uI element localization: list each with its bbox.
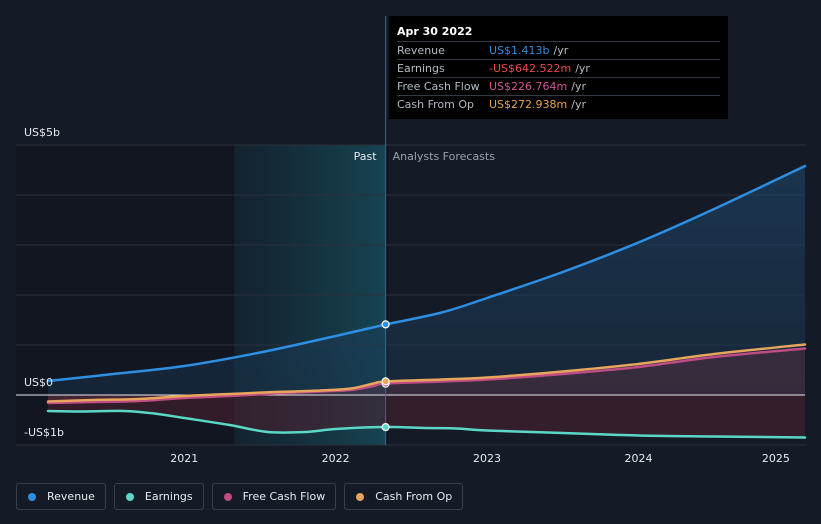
series-line-free-cash-flow xyxy=(46,347,807,405)
tooltip-label: Cash From Op xyxy=(397,98,475,111)
x-axis-label: 2022 xyxy=(322,452,350,465)
x-axis-label: 2023 xyxy=(473,452,501,465)
tooltip-unit: /yr xyxy=(571,98,586,111)
y-axis-label: -US$1b xyxy=(24,426,64,439)
tooltip-unit: /yr xyxy=(575,62,590,75)
legend-item-free-cash-flow[interactable]: Free Cash Flow xyxy=(211,483,337,510)
tooltip-row-earnings: Earnings -US$642.522m /yr xyxy=(397,59,720,77)
forecast-label: Analysts Forecasts xyxy=(393,150,496,163)
tooltip-label: Free Cash Flow xyxy=(397,80,480,93)
tooltip-value: US$226.764m xyxy=(489,80,568,93)
y-axis-label: US$0 xyxy=(24,376,53,389)
legend-item-cash-from-op[interactable]: Cash From Op xyxy=(344,483,464,510)
tooltip-date: Apr 30 2022 xyxy=(397,25,473,38)
tooltip-value: US$1.413b xyxy=(489,44,550,57)
legend-item-earnings[interactable]: Earnings xyxy=(113,483,204,510)
x-axis-label: 2025 xyxy=(762,452,790,465)
legend-label: Free Cash Flow xyxy=(242,490,326,503)
highlight-dot-cash-from-op xyxy=(381,377,390,386)
x-axis-label: 2024 xyxy=(624,452,652,465)
series-line-cash-from-op xyxy=(46,343,807,403)
tooltip-unit: /yr xyxy=(553,44,569,57)
legend-dot-icon xyxy=(223,492,232,501)
legend: Revenue Earnings Free Cash Flow Cash Fro… xyxy=(16,483,471,512)
tooltip-row-cash-from-op: Cash From Op US$272.938m /yr xyxy=(397,95,720,113)
y-axis-label: US$5b xyxy=(24,126,60,139)
highlight-dot-revenue xyxy=(381,320,390,329)
legend-label: Revenue xyxy=(47,490,95,503)
tooltip-unit: /yr xyxy=(571,80,586,93)
legend-label: Cash From Op xyxy=(375,490,453,503)
tooltip-row-free-cash-flow: Free Cash Flow US$226.764m /yr xyxy=(397,77,720,95)
legend-item-revenue[interactable]: Revenue xyxy=(16,483,106,510)
series-line-earnings xyxy=(46,409,807,439)
tooltip-row-revenue: Revenue US$1.413b /yr xyxy=(397,41,720,59)
legend-dot-icon xyxy=(356,492,365,501)
highlight-dot-earnings xyxy=(381,423,390,432)
cashflow-area xyxy=(48,348,805,403)
legend-dot-icon xyxy=(28,492,36,501)
tooltip-value: US$272.938m xyxy=(489,98,568,111)
tooltip-label: Revenue xyxy=(397,44,445,57)
x-axis-label: 2021 xyxy=(170,452,198,465)
tooltip-label: Earnings xyxy=(397,62,445,75)
revenue-area xyxy=(48,166,805,395)
past-label: Past xyxy=(354,150,378,163)
series-line-revenue xyxy=(46,164,807,383)
earnings-area xyxy=(48,395,805,438)
legend-dot-icon xyxy=(125,492,134,501)
legend-label: Earnings xyxy=(144,490,193,503)
tooltip-value: -US$642.522m xyxy=(489,62,572,75)
tooltip: Apr 30 2022 Revenue US$1.413b /yr Earnin… xyxy=(389,16,728,119)
